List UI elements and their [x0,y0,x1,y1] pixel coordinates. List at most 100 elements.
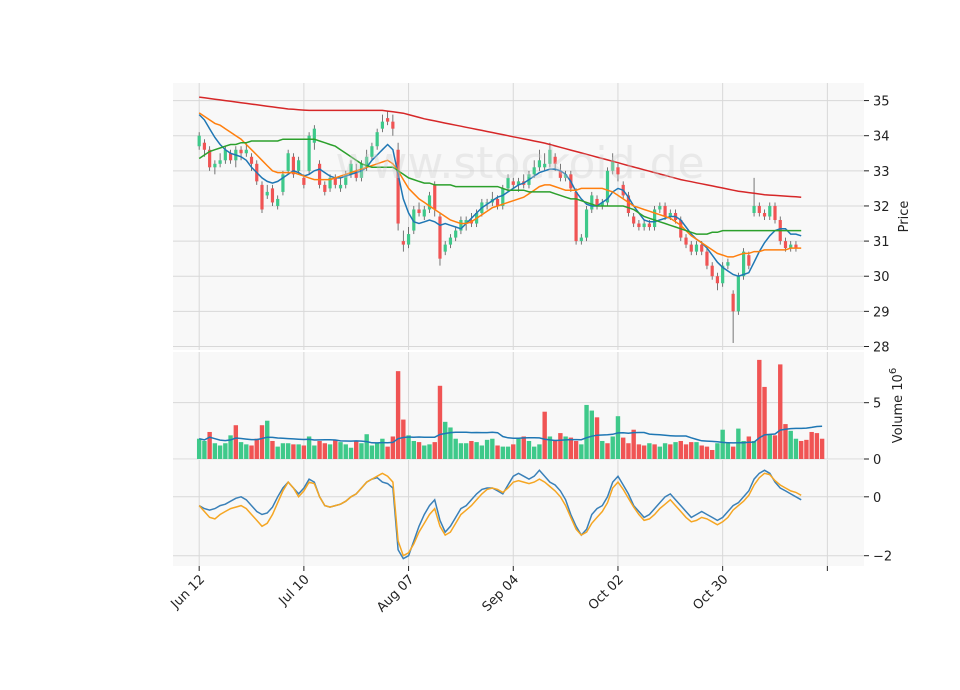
volume-tick-label: 0 [873,453,881,468]
candle-body [747,255,751,266]
candle-body [543,163,547,168]
candle-body [286,153,290,171]
candle-body [532,167,536,175]
volume-bar [495,445,500,459]
volume-bar [809,431,814,459]
candle-body [281,174,285,192]
volume-bar [212,443,218,459]
volume-bar [406,435,411,459]
candle-body [700,244,704,252]
volume-bar [558,433,563,459]
volume-bar [223,443,228,459]
candle-body [208,149,212,168]
x-tick-label: Oct 30 [690,572,731,613]
volume-bar [348,447,354,459]
candle-body [548,149,552,164]
volume-bar [369,445,375,459]
candle-body [736,276,740,312]
volume-bar [620,437,626,459]
volume-bar [736,428,741,459]
volume-bar [683,444,689,459]
volume-bar [694,442,699,459]
volume-bar [720,429,725,459]
volume-bar [699,445,704,459]
volume-bar [641,445,647,459]
volume-bar [479,445,485,459]
candle-body [276,198,280,206]
volume-bar [757,359,762,459]
volume-bar [490,438,495,459]
candle-body [244,149,248,154]
volume-bar [390,436,396,459]
volume-bar [819,438,825,459]
candle-body [406,234,411,245]
volume-bar [395,371,401,459]
volume-bar [437,385,443,459]
volume-bar [767,434,772,459]
volume-bar [615,416,621,459]
volume-bar [228,435,233,459]
volume-bar [443,421,448,459]
osc_a-line [198,469,802,560]
x-tick-label: Aug 07 [374,572,417,615]
candle-body [197,135,201,147]
candle-body [338,184,343,189]
candle-body [757,205,761,213]
candle-body [768,205,772,217]
volume-bar [814,433,820,459]
candle-body [454,230,458,238]
volume-bar [552,439,558,459]
candle-body [312,128,316,143]
osc_b-line [198,472,802,557]
volume-bar [521,436,526,459]
candle-body [762,212,767,217]
candle-body [626,195,631,213]
candle-body [705,251,709,266]
volume-bar [605,443,610,459]
candle-body [752,205,756,213]
candle-body [365,156,369,168]
candle-body [228,153,233,161]
candle-body [396,149,400,224]
candle-body [721,265,725,284]
volume-bar [254,438,259,459]
volume-bar [730,446,736,459]
volume-bar [338,442,343,459]
volume-bar [359,443,364,459]
candle-body [506,177,510,189]
candle-body [616,167,620,175]
candle-body [637,223,641,228]
volume-bar [453,438,458,459]
candle-body [516,181,521,185]
volume-bar [689,442,694,459]
oscillator-panel: −2 0 [173,460,892,566]
candle-body [302,177,306,185]
volume-bar [233,425,239,459]
volume-bar [411,440,417,459]
candle-body [590,195,594,210]
candle-body [464,220,468,224]
price-tick-label: 34 [873,130,890,145]
volume-bar [704,446,710,459]
volume-bar [422,445,427,459]
candle-body [741,251,746,277]
volume-bar [647,443,652,459]
candle-body [323,184,327,192]
candle-body [647,223,651,228]
candle-body [579,237,583,242]
volume-bar [725,443,731,459]
volume-bar [244,444,249,459]
candle-body [333,177,337,185]
volume-bar [374,443,380,459]
candle-body [443,244,447,252]
oscillator-tick-label: 0 [873,491,881,506]
volume-bar [385,446,390,459]
volume-bar [432,442,437,459]
volume-bar [196,438,202,459]
volume-bar [275,446,280,459]
volume-bar [259,425,265,459]
candle-body [553,156,557,164]
candle-body [794,244,798,249]
candle-body [611,160,615,171]
